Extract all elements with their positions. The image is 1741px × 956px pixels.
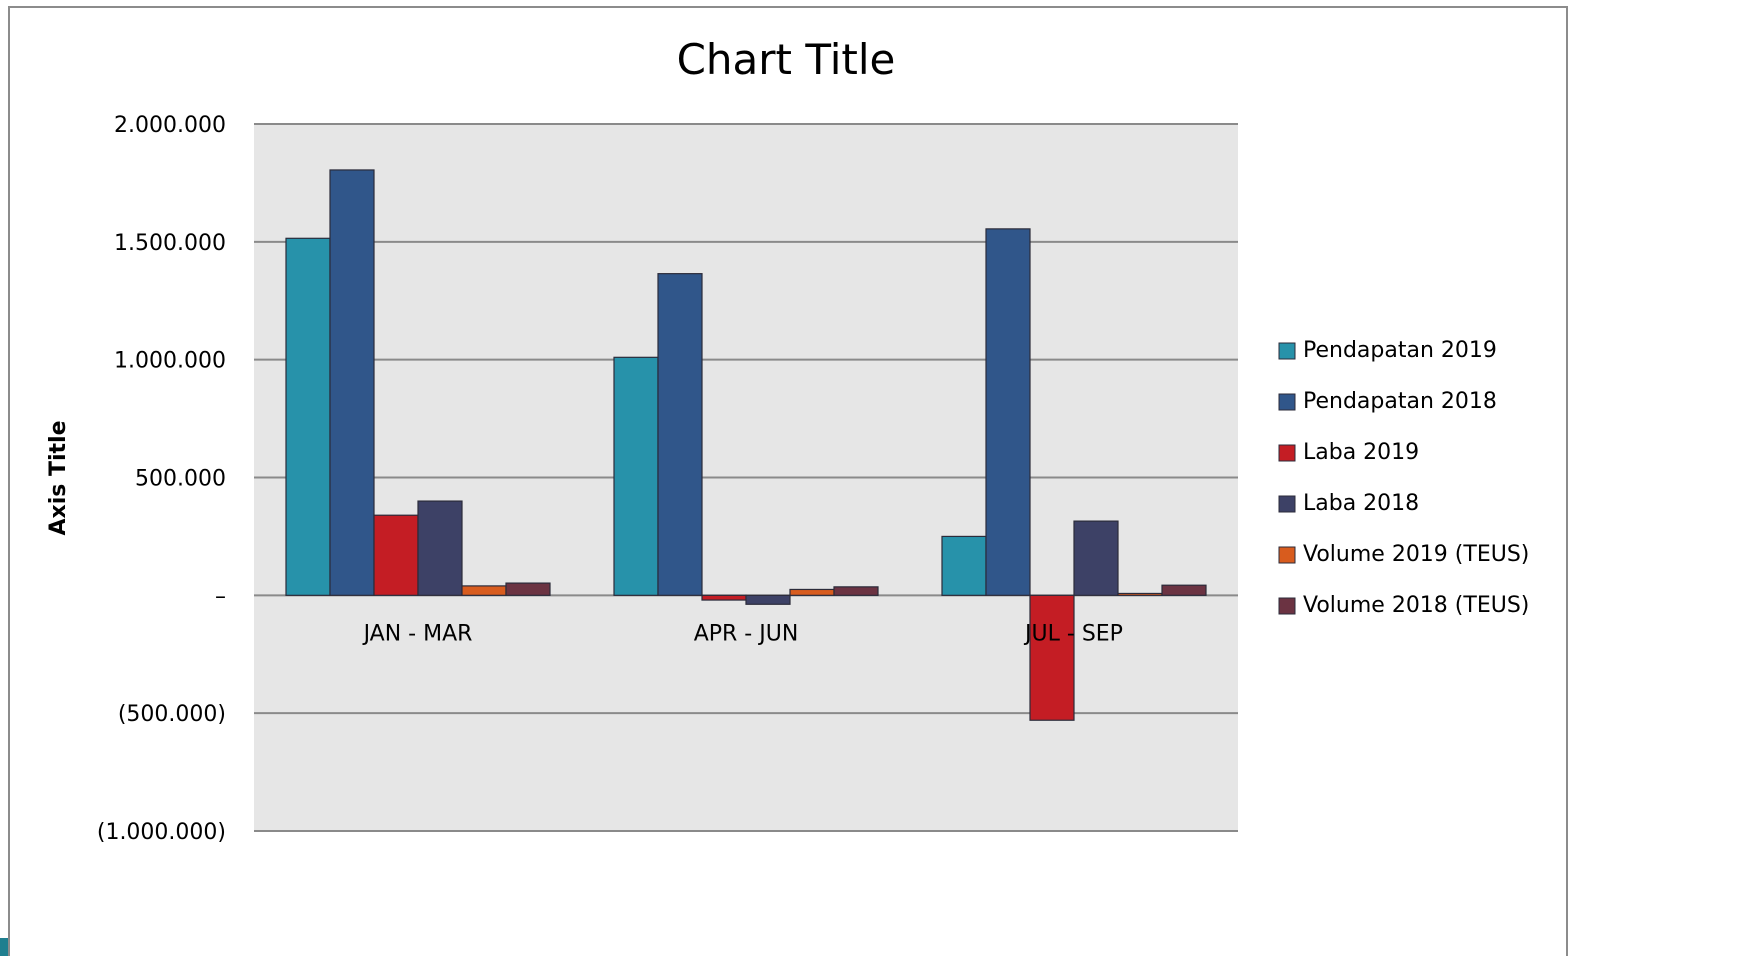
bar xyxy=(701,594,747,601)
legend-swatch xyxy=(1278,597,1296,615)
legend-label: Pendapatan 2018 xyxy=(1303,389,1497,414)
x-tick-labels: JAN - MAR APR - JUN JUL - SEP xyxy=(362,621,1123,646)
bar xyxy=(657,273,703,596)
x-tick-label: APR - JUN xyxy=(694,621,799,646)
bar xyxy=(833,586,879,596)
bars xyxy=(285,169,1207,721)
legend-swatch xyxy=(1278,495,1296,513)
bar xyxy=(613,356,659,596)
bar xyxy=(1117,592,1163,596)
chart-title: Chart Title xyxy=(677,35,896,84)
y-tick-label: – xyxy=(215,584,226,609)
y-tick-label: 500.000 xyxy=(135,467,226,492)
y-tick-label: (1.000.000) xyxy=(97,820,226,845)
y-tick-label: 2.000.000 xyxy=(114,113,226,138)
bar xyxy=(461,585,507,596)
bar xyxy=(505,582,551,596)
legend: Pendapatan 2019 Pendapatan 2018 Laba 2019 L… xyxy=(1278,338,1529,618)
y-tick-label: (500.000) xyxy=(118,702,226,727)
legend-label: Volume 2019 (TEUS) xyxy=(1303,542,1529,567)
bar xyxy=(373,514,419,596)
legend-swatch xyxy=(1278,393,1296,411)
bar xyxy=(789,588,835,596)
bar xyxy=(1073,520,1119,596)
bar xyxy=(1161,584,1207,596)
legend-label: Laba 2019 xyxy=(1303,440,1419,465)
bar xyxy=(329,169,375,596)
legend-label: Volume 2018 (TEUS) xyxy=(1303,593,1529,618)
bar xyxy=(285,237,331,596)
slide-corner-mark xyxy=(0,938,8,956)
bar xyxy=(417,500,463,596)
bar xyxy=(1029,594,1075,721)
legend-swatch xyxy=(1278,342,1296,360)
x-tick-label: JUL - SEP xyxy=(1023,621,1123,646)
x-tick-label: JAN - MAR xyxy=(362,621,473,646)
y-tick-label: 1.000.000 xyxy=(114,349,226,374)
y-axis-title: Axis Title xyxy=(46,420,71,535)
y-tick-label: 1.500.000 xyxy=(114,231,226,256)
bar xyxy=(941,535,987,596)
legend-label: Laba 2018 xyxy=(1303,491,1419,516)
y-tick-labels: 2.000.000 1.500.000 1.000.000 500.000 – (500.… xyxy=(97,113,226,845)
bar xyxy=(745,594,791,605)
legend-swatch xyxy=(1278,546,1296,564)
legend-label: Pendapatan 2019 xyxy=(1303,338,1497,363)
legend-swatch xyxy=(1278,444,1296,462)
bar xyxy=(985,228,1031,596)
